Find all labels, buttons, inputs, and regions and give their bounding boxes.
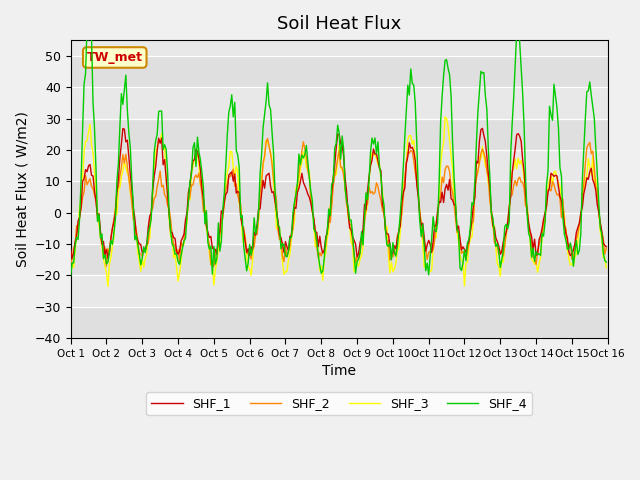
SHF_3 (575, 220, 583, 226)
SHF_2 (228, 170, 236, 176)
SHF_3 (228, 149, 236, 155)
SHF_3 (246, 265, 253, 271)
SHF_2 (304, 168, 312, 174)
SHF_4 (255, 208, 262, 214)
SHF_2 (246, 253, 253, 259)
Bar (70, 150, 608, 181)
SHF_1 (104, 255, 112, 261)
Line: SHF_3: SHF_3 (70, 117, 606, 287)
SHF_4 (303, 143, 310, 148)
SHF_2 (602, 245, 610, 251)
Legend: SHF_1, SHF_2, SHF_3, SHF_4: SHF_1, SHF_2, SHF_3, SHF_4 (147, 392, 532, 415)
SHF_2 (210, 264, 218, 269)
SHF_3 (67, 274, 74, 279)
SHF_1 (67, 246, 74, 252)
SHF_2 (264, 136, 271, 142)
SHF_3 (441, 114, 449, 120)
SHF_2 (132, 228, 140, 234)
SHF_2 (255, 214, 262, 220)
SHF_4 (574, 252, 582, 257)
Bar (70, 213, 608, 244)
SHF_2 (575, 222, 583, 228)
SHF_1 (255, 206, 262, 212)
SHF_1 (228, 169, 236, 175)
Bar (70, 87, 608, 119)
SHF_3 (255, 216, 262, 221)
SHF_1 (303, 187, 310, 192)
SHF_4 (246, 241, 253, 247)
Bar (70, 244, 608, 276)
SHF_1 (575, 220, 583, 226)
Bar (70, 307, 608, 338)
SHF_3 (104, 284, 112, 289)
SHF_4 (602, 259, 610, 265)
Y-axis label: Soil Heat Flux ( W/m2): Soil Heat Flux ( W/m2) (15, 111, 29, 267)
Title: Soil Heat Flux: Soil Heat Flux (277, 15, 401, 33)
Line: SHF_1: SHF_1 (70, 128, 606, 258)
Bar (70, 181, 608, 213)
X-axis label: Time: Time (322, 364, 356, 378)
SHF_3 (602, 265, 610, 271)
SHF_2 (67, 262, 74, 267)
Bar (70, 56, 608, 87)
Line: SHF_2: SHF_2 (70, 139, 606, 266)
SHF_1 (134, 238, 141, 244)
Text: TW_met: TW_met (87, 51, 143, 64)
SHF_4 (134, 242, 141, 248)
SHF_1 (602, 244, 610, 250)
SHF_1 (246, 252, 253, 258)
SHF_3 (303, 164, 310, 170)
Bar (70, 119, 608, 150)
SHF_4 (83, 23, 91, 28)
SHF_1 (479, 125, 486, 131)
Line: SHF_4: SHF_4 (70, 25, 606, 276)
SHF_3 (134, 250, 141, 256)
SHF_4 (67, 274, 74, 279)
Bar (70, 276, 608, 307)
SHF_4 (228, 92, 236, 98)
